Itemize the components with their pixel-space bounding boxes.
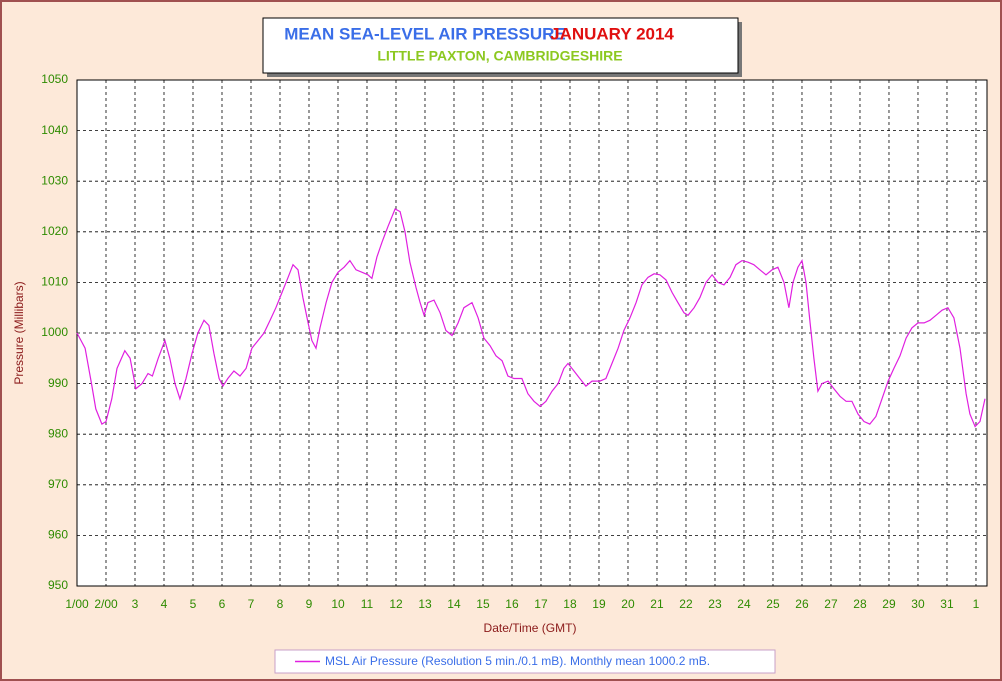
chart-title: MEAN SEA-LEVEL AIR PRESSURE bbox=[284, 24, 566, 43]
x-tick-label: 22 bbox=[679, 597, 693, 611]
chart-subtitle: LITTLE PAXTON, CAMBRIDGESHIRE bbox=[377, 48, 622, 64]
x-tick-label: 26 bbox=[795, 597, 809, 611]
legend-label: MSL Air Pressure (Resolution 5 min./0.1 … bbox=[325, 654, 710, 668]
x-tick-label: 25 bbox=[766, 597, 780, 611]
y-axis-title: Pressure (Millibars) bbox=[12, 281, 26, 384]
x-tick-label: 30 bbox=[911, 597, 925, 611]
x-tick-label: 2/00 bbox=[94, 597, 118, 611]
x-tick-label: 17 bbox=[534, 597, 548, 611]
y-tick-label: 990 bbox=[48, 376, 68, 390]
x-tick-label: 28 bbox=[853, 597, 867, 611]
y-tick-label: 950 bbox=[48, 578, 68, 592]
x-tick-label: 3 bbox=[132, 597, 139, 611]
x-tick-label: 5 bbox=[190, 597, 197, 611]
y-tick-label: 1050 bbox=[41, 72, 68, 86]
series-line bbox=[76, 208, 986, 428]
y-tick-label: 960 bbox=[48, 528, 68, 542]
x-axis-title: Date/Time (GMT) bbox=[484, 621, 577, 635]
x-tick-label: 11 bbox=[361, 597, 374, 611]
x-tick-label: 29 bbox=[882, 597, 896, 611]
y-tick-label: 1010 bbox=[41, 275, 68, 289]
x-tick-label: 7 bbox=[248, 597, 255, 611]
x-tick-label: 15 bbox=[476, 597, 490, 611]
x-tick-label: 8 bbox=[277, 597, 284, 611]
x-tick-label: 1/00 bbox=[65, 597, 89, 611]
x-tick-label: 23 bbox=[708, 597, 722, 611]
x-tick-label: 16 bbox=[505, 597, 519, 611]
x-tick-label: 18 bbox=[563, 597, 577, 611]
x-tick-label: 4 bbox=[161, 597, 168, 611]
x-tick-label: 6 bbox=[219, 597, 226, 611]
x-tick-label: 12 bbox=[389, 597, 403, 611]
chart-title-period: JANUARY 2014 bbox=[550, 24, 674, 43]
x-tick-label: 14 bbox=[447, 597, 461, 611]
x-tick-label: 10 bbox=[331, 597, 345, 611]
y-tick-label: 980 bbox=[48, 426, 68, 440]
y-tick-label: 1020 bbox=[41, 224, 68, 238]
x-tick-label: 1 bbox=[973, 597, 980, 611]
x-tick-label: 24 bbox=[737, 597, 751, 611]
x-tick-label: 31 bbox=[940, 597, 954, 611]
y-tick-label: 1030 bbox=[41, 173, 68, 187]
title-box bbox=[262, 17, 739, 74]
x-tick-label: 21 bbox=[650, 597, 664, 611]
y-tick-label: 1000 bbox=[41, 325, 68, 339]
x-tick-label: 19 bbox=[592, 597, 606, 611]
y-tick-label: 970 bbox=[48, 477, 68, 491]
x-tick-label: 20 bbox=[621, 597, 635, 611]
x-tick-label: 9 bbox=[306, 597, 313, 611]
x-tick-label: 13 bbox=[418, 597, 432, 611]
y-tick-label: 1040 bbox=[41, 123, 68, 137]
legend-box bbox=[274, 649, 776, 674]
plot-area bbox=[76, 79, 988, 587]
x-tick-label: 27 bbox=[824, 597, 838, 611]
